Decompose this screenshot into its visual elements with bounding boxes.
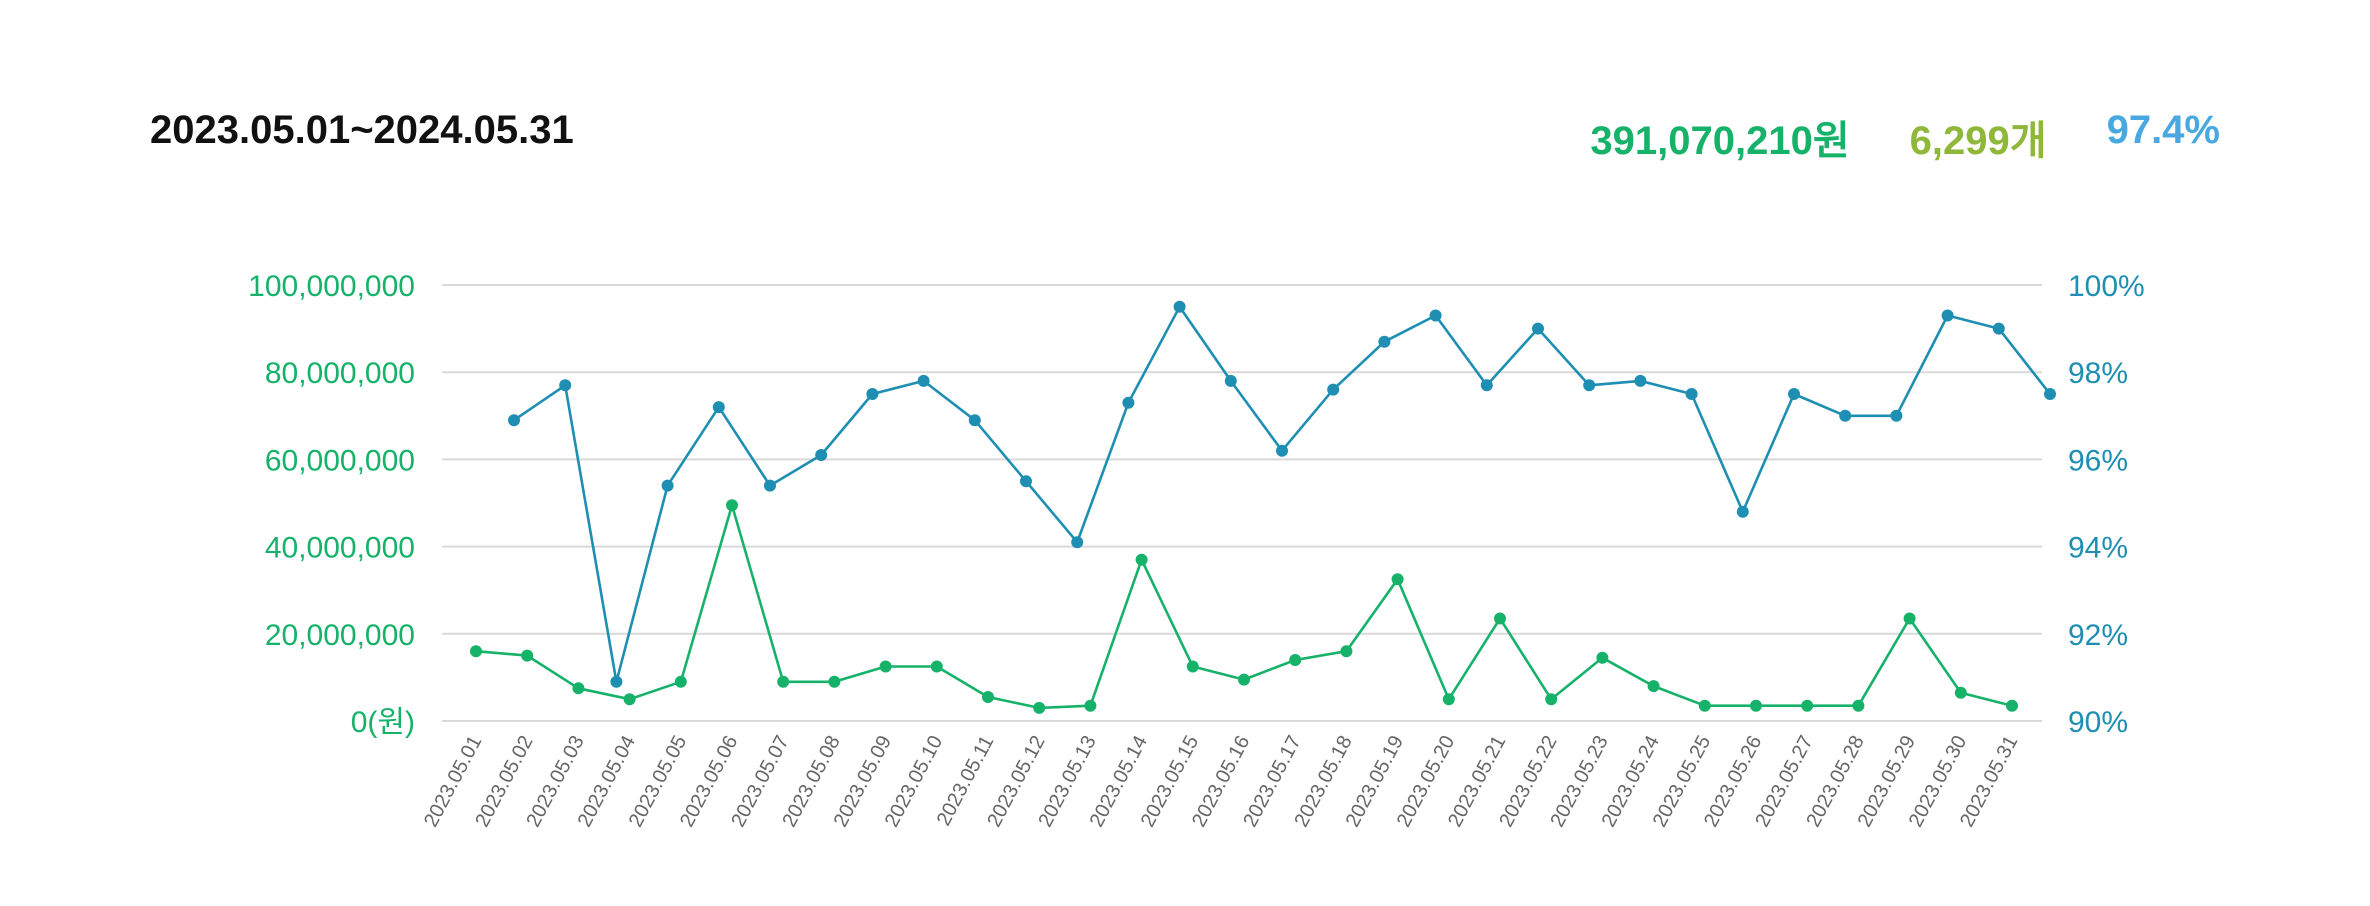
amount-point (1340, 645, 1353, 658)
right-tick-label: 96% (2068, 444, 2128, 477)
amount-point (1801, 699, 1814, 712)
amount-point (1954, 686, 1967, 699)
amount-point (828, 675, 841, 688)
rate-point (1378, 335, 1391, 348)
rate-point (712, 401, 725, 414)
rate-point (1532, 322, 1544, 335)
rate-point (1736, 505, 1749, 518)
left-tick-label: 80,000,000 (265, 357, 415, 390)
amount-point (521, 649, 534, 662)
rate-point (2044, 388, 2056, 400)
rate-line (513, 305, 2052, 684)
amount-point (2006, 699, 2018, 712)
rate-point (1634, 374, 1647, 387)
amount-point (572, 682, 585, 695)
rate-point (815, 449, 828, 461)
rate-point (1685, 388, 1698, 400)
amount-point (879, 660, 892, 673)
right-tick-label: 100% (2068, 270, 2145, 303)
right-tick-label: 98% (2068, 357, 2128, 390)
rate-point (1276, 444, 1288, 457)
rate-point (1224, 374, 1237, 387)
rate-point (1992, 322, 2005, 335)
series-lines (470, 300, 2056, 714)
amount-point (1698, 699, 1711, 712)
amount-point (1391, 573, 1404, 586)
amount-point (1186, 660, 1199, 673)
right-tick-label: 90% (2068, 706, 2128, 739)
rate-point (1480, 379, 1493, 392)
rate-point (610, 675, 623, 688)
rate-point (1327, 383, 1340, 396)
date-range-label: 2023.05.01~2024.05.31 (150, 108, 574, 152)
rate-point (1122, 396, 1135, 409)
left-tick-label: 100,000,000 (248, 270, 415, 303)
amount-point (1494, 612, 1506, 625)
rate-point (1429, 309, 1442, 322)
amount-point (1238, 673, 1250, 686)
rate-point (1941, 309, 1954, 322)
summary-stats: 391,070,210원 6,299개 97.4% (1590, 108, 2220, 166)
total-count: 6,299개 (1909, 119, 2047, 163)
x-axis-ticks: 2023.05.012023.05.022023.05.032023.05.04… (420, 732, 2022, 831)
right-axis-ticks: 90% 92% 94% 96% 98% 100% (2068, 270, 2145, 739)
amount-point (726, 499, 738, 512)
left-axis-ticks: 0(원) 20,000,000 40,000,000 60,000,000 80,000… (248, 270, 415, 739)
rate-point (661, 479, 674, 492)
amount-point (470, 645, 482, 658)
amount-point (1545, 693, 1558, 706)
right-tick-label: 92% (2068, 619, 2128, 652)
amount-point (1289, 654, 1302, 666)
rate-point (1173, 300, 1186, 313)
summary-header: 2023.05.01~2024.05.31 391,070,210원 6,299… (150, 100, 2220, 170)
amount-point (1647, 680, 1660, 693)
amount-point (1135, 553, 1148, 566)
rate-point (508, 414, 520, 427)
amount-point (1033, 701, 1046, 714)
amount-point (1084, 699, 1097, 712)
amount-point (623, 693, 636, 706)
grid-lines (442, 284, 2042, 722)
rate-point (1583, 379, 1596, 392)
rate-series (508, 300, 2056, 688)
amount-point (1750, 699, 1762, 712)
right-tick-label: 94% (2068, 532, 2128, 565)
rate-point (1020, 475, 1032, 488)
amount-point (1852, 699, 1865, 712)
amount-point (930, 660, 943, 673)
amount-point (674, 675, 687, 688)
left-tick-label: 0(원) (351, 706, 415, 739)
amount-point (777, 675, 790, 688)
total-rate: 97.4% (2106, 108, 2220, 152)
rate-point (559, 379, 572, 392)
left-tick-label: 20,000,000 (265, 619, 415, 652)
amount-point (1442, 693, 1455, 706)
rate-point (968, 414, 981, 427)
rate-point (1839, 409, 1852, 422)
rate-point (1071, 536, 1084, 549)
rate-point (917, 374, 930, 387)
rate-point (764, 479, 776, 492)
rate-point (866, 388, 879, 400)
total-amount: 391,070,210원 (1590, 119, 1850, 163)
left-tick-label: 40,000,000 (265, 532, 415, 565)
left-tick-label: 60,000,000 (265, 444, 415, 477)
amount-point (1903, 612, 1916, 625)
rate-point (1788, 388, 1800, 400)
rate-point (1890, 409, 1903, 422)
amount-series (470, 499, 2018, 714)
amount-point (1596, 651, 1609, 664)
amount-point (982, 691, 994, 703)
